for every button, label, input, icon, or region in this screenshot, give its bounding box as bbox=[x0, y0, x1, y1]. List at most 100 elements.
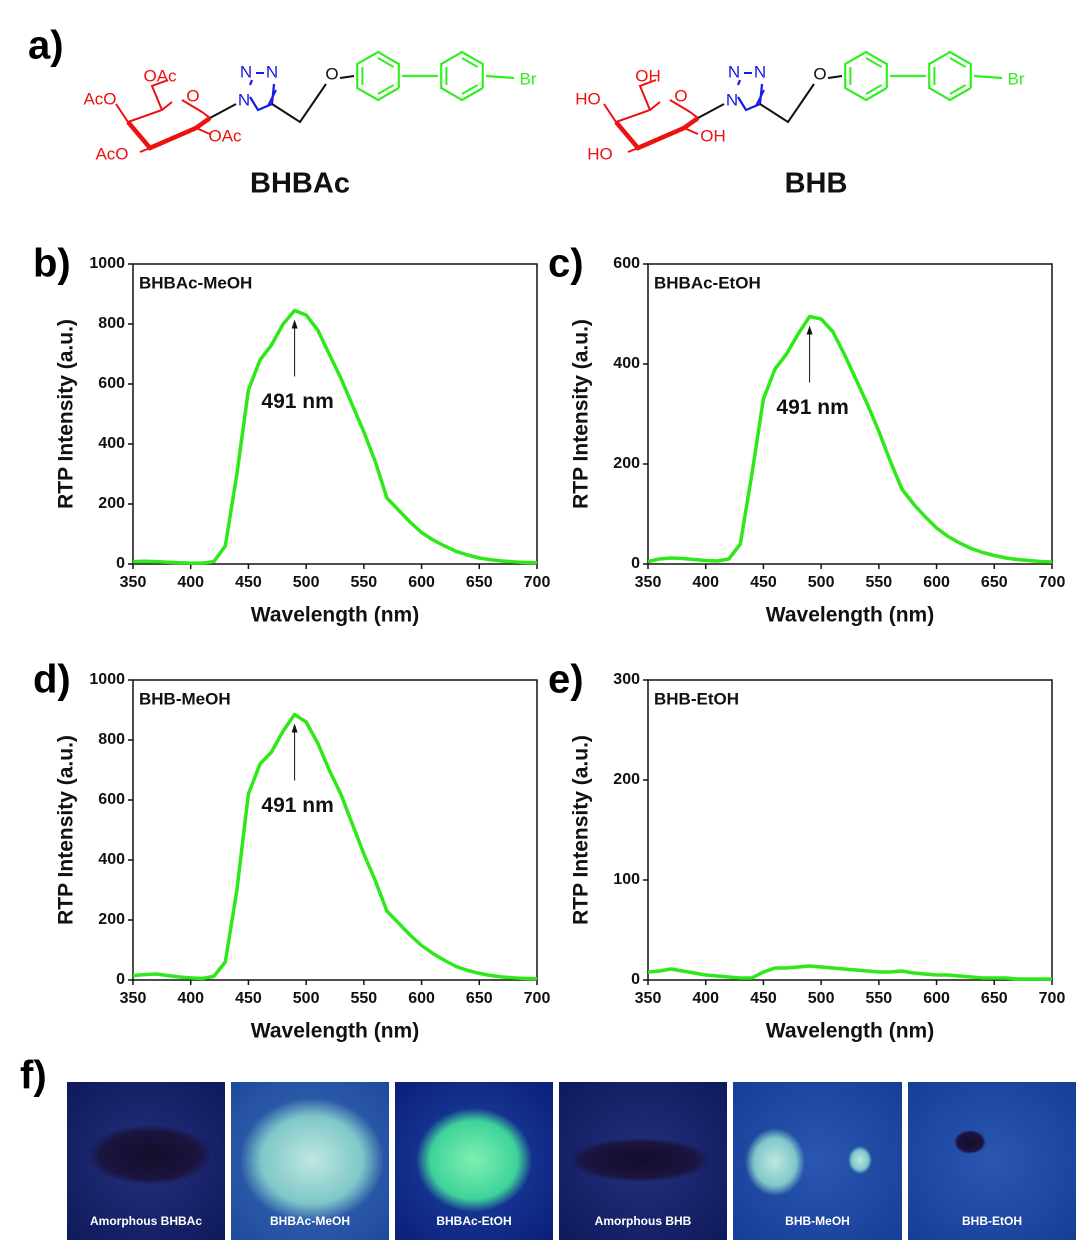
bond bbox=[339, 75, 355, 79]
x-axis-label: Wavelength (nm) bbox=[251, 1020, 419, 1043]
x-axis-label: Wavelength (nm) bbox=[766, 1020, 934, 1043]
y-tick-label: 200 bbox=[613, 455, 640, 472]
y-axis-label: RTP Intensity (a.u.) bbox=[55, 735, 78, 925]
bond bbox=[627, 147, 639, 153]
x-tick-label: 400 bbox=[177, 574, 204, 591]
plot-frame bbox=[647, 679, 1053, 981]
x-tick-label: 500 bbox=[808, 574, 835, 591]
x-tick-label: 400 bbox=[692, 574, 719, 591]
bond bbox=[607, 101, 661, 124]
x-tick-label: 700 bbox=[524, 990, 551, 1007]
bond bbox=[638, 79, 657, 111]
bond bbox=[755, 89, 765, 107]
x-tick-label: 700 bbox=[1039, 990, 1066, 1007]
y-tick-label: 600 bbox=[98, 375, 125, 392]
bond bbox=[356, 50, 400, 102]
y-tick-label: 400 bbox=[98, 851, 125, 868]
peak-label: 491 nm bbox=[261, 390, 333, 413]
x-axis-label: Wavelength (nm) bbox=[766, 604, 934, 627]
bond bbox=[119, 101, 173, 124]
photo-sample bbox=[570, 1138, 710, 1182]
atom-label: HO bbox=[587, 144, 613, 163]
bond bbox=[461, 84, 479, 95]
x-tick-label: 350 bbox=[120, 574, 147, 591]
bond bbox=[195, 127, 211, 135]
panel-label: e) bbox=[548, 658, 584, 702]
y-axis-label: RTP Intensity (a.u.) bbox=[570, 735, 593, 925]
bond bbox=[485, 74, 515, 80]
x-tick-label: 350 bbox=[635, 574, 662, 591]
y-tick-label: 200 bbox=[613, 771, 640, 788]
bond bbox=[181, 99, 211, 119]
bond bbox=[737, 83, 764, 112]
atom-label: N bbox=[238, 90, 250, 109]
atom-label: Br bbox=[520, 69, 537, 88]
atom-label: OH bbox=[700, 126, 726, 145]
photo-caption: BHBAc-EtOH bbox=[436, 1214, 511, 1228]
x-tick-label: 350 bbox=[635, 990, 662, 1007]
atom-label: N bbox=[726, 90, 738, 109]
y-tick-label: 600 bbox=[613, 255, 640, 272]
bond bbox=[736, 79, 742, 86]
atom-label: O bbox=[186, 86, 199, 105]
peak-label: 491 nm bbox=[261, 794, 333, 817]
x-tick-label: 600 bbox=[923, 574, 950, 591]
y-tick-label: 200 bbox=[98, 495, 125, 512]
peak-arrowhead bbox=[806, 325, 813, 335]
bond bbox=[614, 116, 700, 151]
atom-label: N bbox=[240, 62, 252, 81]
y-tick-label: 800 bbox=[98, 315, 125, 332]
photo-sample bbox=[745, 1128, 805, 1196]
atom-label: OAc bbox=[143, 66, 177, 85]
spectrum-line bbox=[132, 308, 538, 565]
x-tick-label: 500 bbox=[293, 990, 320, 1007]
bond bbox=[928, 50, 972, 102]
bond bbox=[683, 127, 699, 135]
bond bbox=[248, 79, 254, 86]
atom-label: N bbox=[266, 62, 278, 81]
bond bbox=[669, 99, 699, 119]
y-tick-label: 0 bbox=[116, 971, 125, 988]
bond bbox=[949, 84, 967, 95]
atom-label: Br bbox=[1008, 69, 1025, 88]
bond bbox=[844, 50, 888, 102]
spectrum-line bbox=[132, 712, 538, 981]
x-tick-label: 600 bbox=[923, 990, 950, 1007]
y-axis-label: RTP Intensity (a.u.) bbox=[55, 319, 78, 509]
bond bbox=[603, 103, 609, 111]
bond bbox=[973, 74, 1003, 80]
photo-sample bbox=[88, 1125, 212, 1185]
bond bbox=[271, 83, 327, 124]
photo-sample bbox=[240, 1098, 384, 1222]
x-tick-label: 450 bbox=[750, 990, 777, 1007]
photo-caption: BHB-MeOH bbox=[785, 1214, 850, 1228]
bond bbox=[865, 57, 883, 68]
x-tick-label: 550 bbox=[351, 574, 378, 591]
x-tick-label: 650 bbox=[466, 574, 493, 591]
y-axis-label: RTP Intensity (a.u.) bbox=[570, 319, 593, 509]
atom-label: HO bbox=[575, 89, 601, 108]
plot-frame bbox=[132, 679, 538, 981]
x-tick-label: 650 bbox=[981, 990, 1008, 1007]
bond bbox=[150, 79, 169, 111]
y-tick-label: 0 bbox=[631, 971, 640, 988]
x-tick-label: 600 bbox=[408, 574, 435, 591]
bond bbox=[139, 147, 151, 153]
atom-label: AcO bbox=[95, 144, 128, 163]
bond bbox=[267, 89, 277, 107]
y-tick-label: 1000 bbox=[89, 671, 125, 688]
panel-label: f) bbox=[20, 1054, 47, 1098]
x-axis-label: Wavelength (nm) bbox=[251, 604, 419, 627]
atom-label: OAc bbox=[208, 126, 242, 145]
bond bbox=[865, 84, 883, 95]
bond bbox=[126, 116, 212, 151]
panel-label: a) bbox=[28, 24, 64, 68]
annotation: BHB-EtOH bbox=[654, 689, 739, 708]
y-tick-label: 200 bbox=[98, 911, 125, 928]
photo-caption: Amorphous BHB bbox=[595, 1214, 692, 1228]
x-tick-label: 550 bbox=[351, 990, 378, 1007]
y-tick-label: 0 bbox=[631, 555, 640, 572]
x-tick-label: 400 bbox=[692, 990, 719, 1007]
panel-label: b) bbox=[33, 242, 71, 286]
bond bbox=[949, 57, 967, 68]
